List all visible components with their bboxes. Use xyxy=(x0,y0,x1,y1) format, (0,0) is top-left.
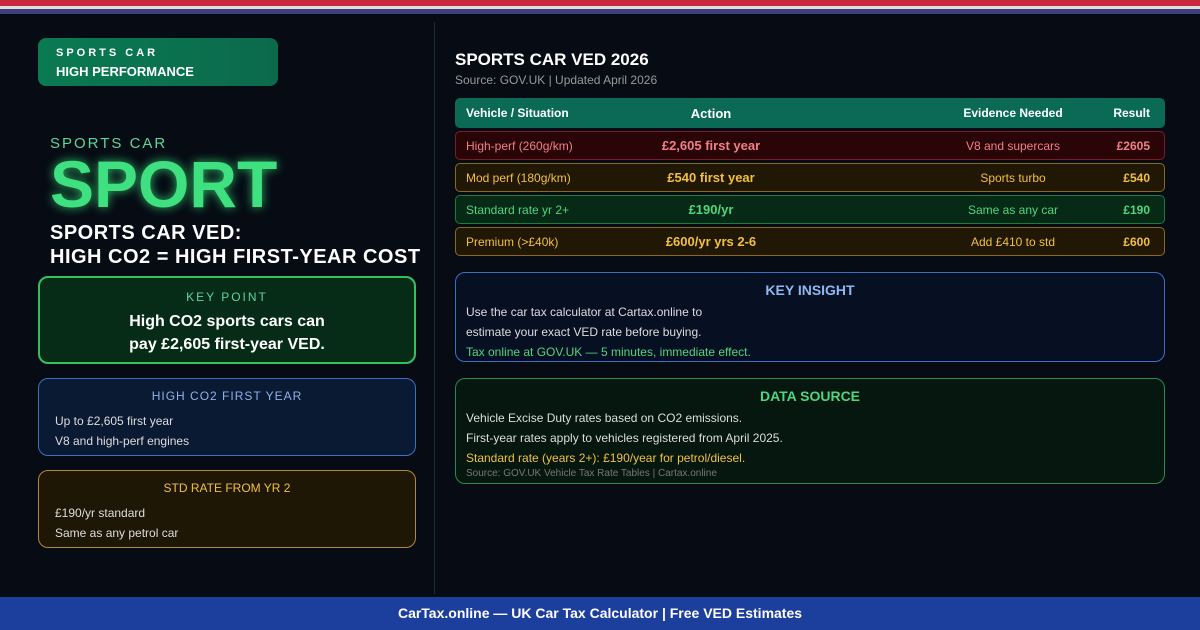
key-point-card: KEY POINT High CO2 sports cars can pay £… xyxy=(38,276,416,364)
card-title: HIGH CO2 FIRST YEAR xyxy=(151,389,303,403)
card-line: Same as any petrol car xyxy=(55,526,179,540)
section-title: SPORTS CAR VED 2026 xyxy=(455,50,649,69)
header-action: Action xyxy=(690,105,732,121)
data-source-line: Vehicle Excise Duty rates based on CO2 e… xyxy=(466,411,743,425)
badge-line1: SPORTS CAR xyxy=(56,47,159,59)
key-point-line2: pay £2,605 first-year VED. xyxy=(129,336,325,353)
high-co2-card: HIGH CO2 FIRST YEAR Up to £2,605 first y… xyxy=(38,378,416,456)
footer-banner: CarTax.online — UK Car Tax Calculator | … xyxy=(0,597,1200,630)
table-header: Vehicle / Situation Action Evidence Need… xyxy=(455,98,1165,128)
cell-evidence: Same as any car xyxy=(967,202,1059,217)
ved-table: Vehicle / Situation Action Evidence Need… xyxy=(455,98,1165,259)
cell-vehicle: High-perf (260g/km) xyxy=(466,138,573,153)
badge-line2: HIGH PERFORMANCE xyxy=(56,64,194,79)
hero-kicker: SPORTS CAR xyxy=(50,135,168,152)
header-vehicle: Vehicle / Situation xyxy=(466,106,569,120)
cell-evidence: Add £410 to std xyxy=(970,234,1056,249)
cell-result: £190 xyxy=(1123,202,1150,217)
card-line: Up to £2,605 first year xyxy=(55,414,174,428)
data-source-title: DATA SOURCE xyxy=(759,388,861,404)
headline-line2: HIGH CO2 = HIGH FIRST-YEAR COST xyxy=(50,246,421,268)
card-line: £190/yr standard xyxy=(55,506,146,520)
data-source-line: First-year rates apply to vehicles regis… xyxy=(466,431,783,445)
cell-action: £2,605 first year xyxy=(661,138,761,153)
card-line: V8 and high-perf engines xyxy=(55,434,190,448)
header-evidence: Evidence Needed xyxy=(963,106,1063,120)
insight-title: KEY INSIGHT xyxy=(765,282,855,298)
key-point-title: KEY POINT xyxy=(186,290,268,304)
data-source-line: Standard rate (years 2+): £190/year for … xyxy=(466,451,746,465)
key-point-line1: High CO2 sports cars can xyxy=(129,313,325,330)
cell-result: £540 xyxy=(1123,170,1150,185)
table-row: Premium (>£40k) £600/yr yrs 2-6 Add £410 t… xyxy=(455,227,1165,256)
cell-action: £600/yr yrs 2-6 xyxy=(665,234,757,249)
cell-vehicle: Standard rate yr 2+ xyxy=(466,202,570,217)
table-row: High-perf (260g/km) £2,605 first year V8 a… xyxy=(455,131,1165,160)
headline-line1: SPORTS CAR VED: xyxy=(50,222,242,244)
cell-vehicle: Mod perf (180g/km) xyxy=(466,170,571,185)
header-result: Result xyxy=(1113,106,1150,120)
insight-line: estimate your exact VED rate before buyi… xyxy=(466,325,702,339)
section-source: Source: GOV.UK | Updated April 2026 xyxy=(455,73,658,87)
insight-line: Tax online at GOV.UK — 5 minutes, immedi… xyxy=(466,345,751,359)
category-badge: SPORTS CAR HIGH PERFORMANCE xyxy=(38,38,278,86)
table-row: Standard rate yr 2+ £190/yr Same as any ca… xyxy=(455,195,1165,224)
cell-evidence: V8 and supercars xyxy=(965,138,1061,153)
insight-line: Use the car tax calculator at Cartax.onl… xyxy=(466,305,703,319)
cell-result: £2605 xyxy=(1116,138,1150,153)
flag-stripe xyxy=(0,0,1200,14)
data-source-box: DATA SOURCE Vehicle Excise Duty rates ba… xyxy=(455,378,1165,484)
hero-title: SPORT xyxy=(50,147,278,221)
cell-action: £190/yr xyxy=(688,202,734,217)
key-insight-box: KEY INSIGHT Use the car tax calculator a… xyxy=(455,272,1165,362)
std-rate-card: STD RATE FROM YR 2 £190/yr standard Same… xyxy=(38,470,416,548)
cell-action: £540 first year xyxy=(667,170,755,185)
table-row: Mod perf (180g/km) £540 first year Sports … xyxy=(455,163,1165,192)
headline: SPORTS CAR VED: HIGH CO2 = HIGH FIRST-YE… xyxy=(50,221,421,269)
cell-evidence: Sports turbo xyxy=(980,170,1046,185)
cell-vehicle: Premium (>£40k) xyxy=(466,234,559,249)
cell-result: £600 xyxy=(1123,234,1150,249)
card-title: STD RATE FROM YR 2 xyxy=(163,481,291,495)
data-source-citation: Source: GOV.UK Vehicle Tax Rate Tables |… xyxy=(466,468,717,479)
divider xyxy=(434,22,435,594)
